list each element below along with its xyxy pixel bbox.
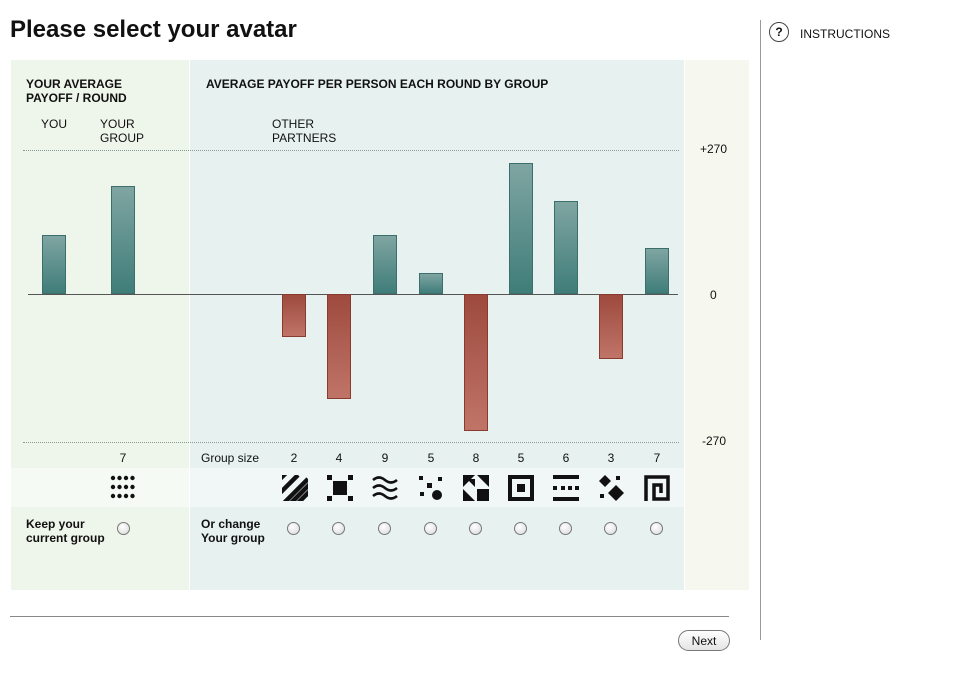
next-button[interactable]: Next xyxy=(678,630,730,651)
group-size-value: 5 xyxy=(517,451,525,465)
bar-your-group xyxy=(111,185,135,294)
change-group-label: Or change Your group xyxy=(201,517,265,545)
group-radio-2[interactable] xyxy=(332,522,345,535)
group-radio-5[interactable] xyxy=(469,522,482,535)
avatar-strip-left xyxy=(11,468,189,507)
label-line: current group xyxy=(26,531,105,545)
label-line: Keep your xyxy=(26,517,85,531)
framed-square-icon xyxy=(327,475,353,501)
help-icon[interactable]: ? xyxy=(769,22,789,42)
corner-triangles-icon xyxy=(463,475,489,501)
sidebar-divider xyxy=(760,20,761,640)
label-line: GROUP xyxy=(100,131,145,145)
diagonal-stripes-icon xyxy=(282,475,308,501)
concentric-square-icon xyxy=(508,475,534,501)
bar-you xyxy=(42,234,66,294)
waves-icon xyxy=(372,476,398,500)
bar-group-1 xyxy=(282,294,306,338)
other-partners-label: OTHER PARTNERS xyxy=(272,117,336,145)
group-average-header: AVERAGE PAYOFF PER PERSON EACH ROUND BY … xyxy=(206,77,549,91)
bar-group-6 xyxy=(509,163,533,294)
axis-zero-label: 0 xyxy=(710,288,717,302)
bar-group-4 xyxy=(419,273,443,294)
dashed-bars-icon xyxy=(553,475,579,501)
avatar-strip-mid xyxy=(190,468,684,507)
label-line: YOUR xyxy=(100,117,135,131)
axis-panel xyxy=(685,60,749,590)
scattered-dots-icon xyxy=(419,476,442,500)
bar-group-8 xyxy=(599,294,623,359)
dots-grid-icon xyxy=(110,475,135,499)
diamonds-icon xyxy=(599,475,624,501)
label-line: Or change xyxy=(201,517,261,531)
group-radio-6[interactable] xyxy=(514,522,527,535)
axis-top-label: +270 xyxy=(700,142,728,156)
group-size-value: 9 xyxy=(381,451,389,465)
group-size-value: 7 xyxy=(653,451,661,465)
keep-group-radio[interactable] xyxy=(117,522,130,535)
group-radio-8[interactable] xyxy=(604,522,617,535)
group-radio-3[interactable] xyxy=(378,522,391,535)
group-size-value: 2 xyxy=(290,451,298,465)
your-group-label: YOUR GROUP xyxy=(100,117,144,145)
footer-divider xyxy=(10,616,729,617)
bar-group-2 xyxy=(327,294,351,400)
group-radio-7[interactable] xyxy=(559,522,572,535)
label-line: PARTNERS xyxy=(272,131,337,145)
group-radio-4[interactable] xyxy=(424,522,437,535)
bar-group-9 xyxy=(645,248,669,294)
your-average-header: YOUR AVERAGE PAYOFF / ROUND xyxy=(26,77,127,105)
bar-group-7 xyxy=(554,200,578,294)
top-gridline xyxy=(23,150,679,151)
group-size-value: 3 xyxy=(607,451,615,465)
zero-line xyxy=(28,294,678,295)
instructions-link[interactable]: INSTRUCTIONS xyxy=(800,27,890,41)
group-size-value: 6 xyxy=(562,451,570,465)
group-radio-1[interactable] xyxy=(287,522,300,535)
bar-group-5 xyxy=(464,294,488,431)
label-line: OTHER xyxy=(272,117,314,131)
keep-group-label: Keep your current group xyxy=(26,517,105,545)
label-line: Your group xyxy=(201,531,265,545)
bottom-gridline xyxy=(23,442,679,443)
you-label: YOU xyxy=(41,117,68,131)
bar-group-3 xyxy=(373,234,397,294)
your-group-size: 7 xyxy=(119,451,127,465)
spiral-square-icon xyxy=(644,475,670,501)
page-title: Please select your avatar xyxy=(10,16,297,43)
axis-bottom-label: -270 xyxy=(702,434,727,448)
group-size-value: 8 xyxy=(472,451,480,465)
header-line: PAYOFF / ROUND xyxy=(26,91,127,105)
group-size-value: 5 xyxy=(427,451,435,465)
group-size-label: Group size xyxy=(201,451,260,465)
header-line: YOUR AVERAGE xyxy=(26,77,123,91)
group-radio-9[interactable] xyxy=(650,522,663,535)
group-size-value: 4 xyxy=(335,451,343,465)
